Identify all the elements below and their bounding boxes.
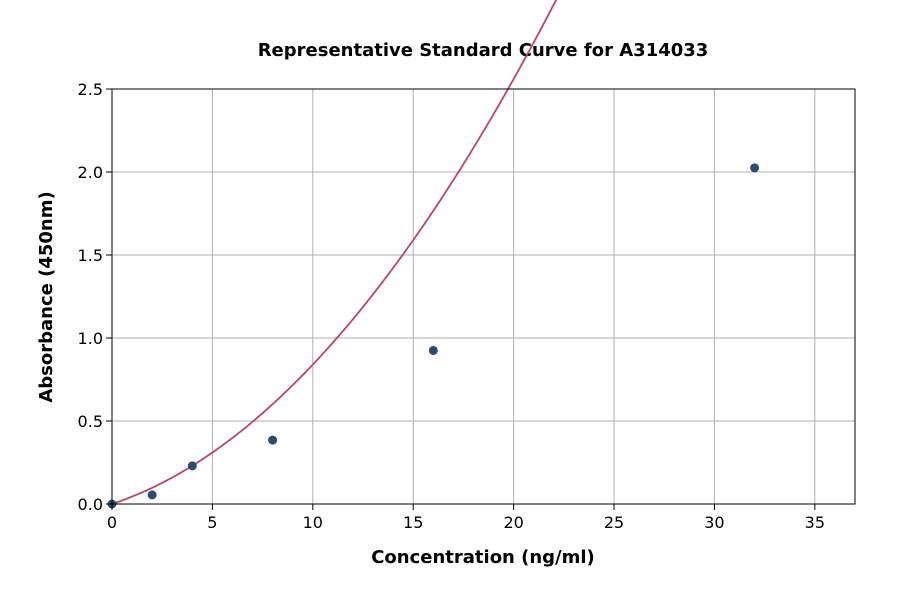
y-axis-label: Absorbance (450nm)	[36, 191, 57, 402]
y-axis-ticks: 0.0 0.5 1.0 1.5 2.0 2.5	[78, 80, 112, 514]
chart-title: Representative Standard Curve for A31403…	[258, 40, 709, 61]
y-tick-label: 1.5	[78, 246, 103, 265]
data-point	[268, 435, 278, 445]
y-tick-label: 0.5	[78, 412, 103, 431]
x-tick-label: 30	[704, 513, 724, 532]
data-point	[147, 490, 157, 500]
x-axis-ticks: 0 5 10 15 20 25 30 35	[107, 504, 825, 532]
data-point	[428, 345, 438, 355]
x-tick-label: 15	[403, 513, 423, 532]
x-axis-label: Concentration (ng/ml)	[371, 547, 595, 568]
data-point	[187, 461, 197, 471]
x-tick-label: 0	[107, 513, 117, 532]
x-tick-label: 25	[604, 513, 624, 532]
y-tick-label: 0.0	[78, 495, 103, 514]
y-tick-label: 2.5	[78, 80, 103, 99]
plot-frame	[111, 88, 856, 505]
y-tick-label: 1.0	[78, 329, 103, 348]
x-tick-label: 35	[805, 513, 825, 532]
x-tick-label: 5	[207, 513, 217, 532]
x-tick-label: 10	[303, 513, 323, 532]
x-tick-label: 20	[503, 513, 523, 532]
grid-lines	[111, 88, 855, 505]
data-point	[750, 163, 760, 173]
data-points-layer	[107, 163, 760, 509]
y-tick-label: 2.0	[78, 163, 103, 182]
fit-curve-layer	[111, 0, 558, 505]
fit-curve	[111, 0, 558, 505]
